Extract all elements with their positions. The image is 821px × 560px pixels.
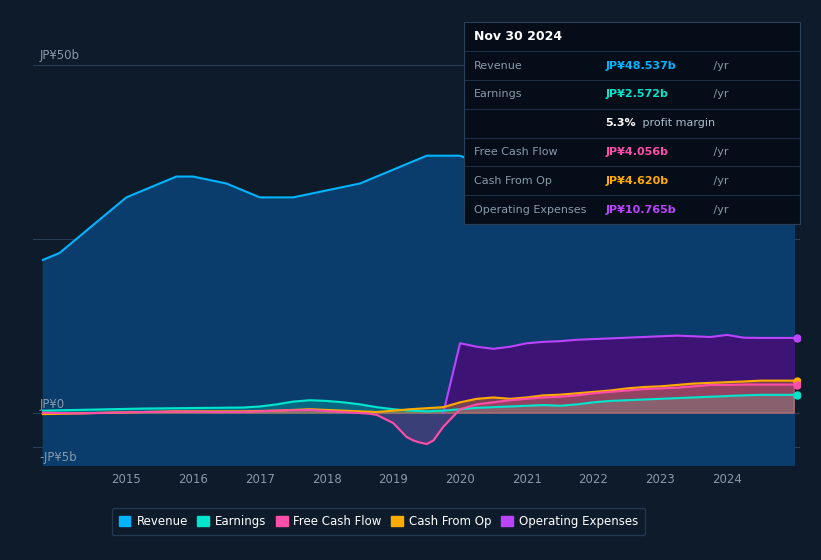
Text: Nov 30 2024: Nov 30 2024 [474, 30, 562, 43]
Text: /yr: /yr [709, 60, 728, 71]
Text: profit margin: profit margin [639, 118, 715, 128]
Text: /yr: /yr [709, 204, 728, 214]
Text: Earnings: Earnings [474, 90, 522, 100]
Text: /yr: /yr [709, 176, 728, 186]
Text: -JP¥5b: -JP¥5b [39, 451, 77, 464]
Text: JP¥48.537b: JP¥48.537b [605, 60, 676, 71]
Text: JP¥10.765b: JP¥10.765b [605, 204, 676, 214]
Text: JP¥2.572b: JP¥2.572b [605, 90, 668, 100]
Text: Revenue: Revenue [474, 60, 523, 71]
Text: /yr: /yr [709, 90, 728, 100]
Text: JP¥50b: JP¥50b [39, 49, 80, 62]
Text: JP¥4.620b: JP¥4.620b [605, 176, 668, 186]
Text: JP¥4.056b: JP¥4.056b [605, 147, 668, 157]
Text: /yr: /yr [709, 147, 728, 157]
Text: JP¥0: JP¥0 [39, 398, 65, 410]
Text: Operating Expenses: Operating Expenses [474, 204, 586, 214]
Legend: Revenue, Earnings, Free Cash Flow, Cash From Op, Operating Expenses: Revenue, Earnings, Free Cash Flow, Cash … [112, 508, 645, 535]
Text: Free Cash Flow: Free Cash Flow [474, 147, 557, 157]
Text: 5.3%: 5.3% [605, 118, 636, 128]
Text: Cash From Op: Cash From Op [474, 176, 552, 186]
